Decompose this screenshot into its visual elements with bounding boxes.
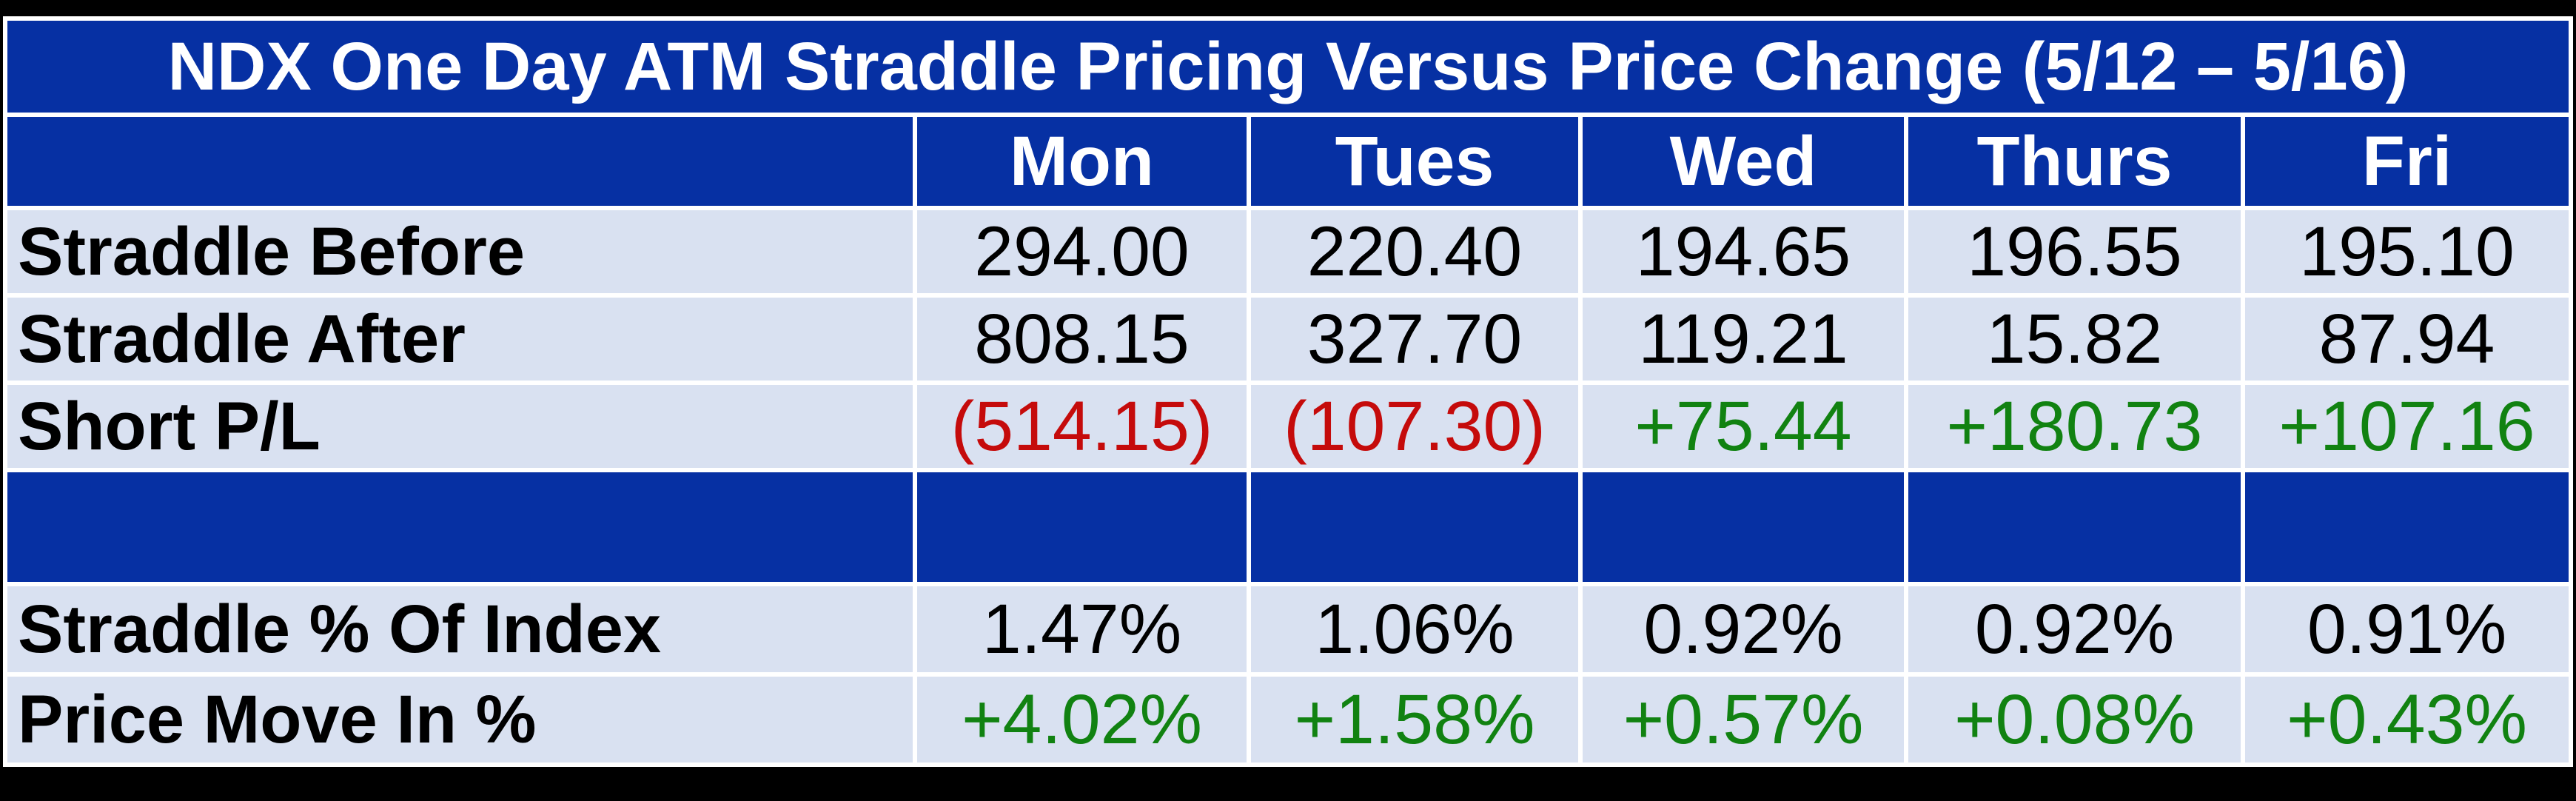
table-title: NDX One Day ATM Straddle Pricing Versus … bbox=[2, 16, 2574, 117]
value-straddle-before-wed: 194.65 bbox=[1578, 206, 1908, 298]
value-straddle-before-fri: 195.10 bbox=[2240, 206, 2574, 298]
header-row: Mon Tues Wed Thurs Fri bbox=[3, 113, 2574, 210]
value-straddle-after-mon: 808.15 bbox=[913, 293, 1251, 385]
table-row-short-pl: Short P/L (514.15) (107.30) +75.44 +180.… bbox=[3, 381, 2574, 472]
column-header-thurs: Thurs bbox=[1904, 113, 2245, 210]
table-row-straddle-pct-of-index: Straddle % Of Index 1.47% 1.06% 0.92% 0.… bbox=[3, 582, 2574, 677]
column-header-fri: Fri bbox=[2240, 113, 2574, 210]
spacer-cell bbox=[3, 468, 917, 586]
spacer-cell bbox=[2240, 468, 2574, 586]
value-straddle-after-wed: 119.21 bbox=[1578, 293, 1908, 385]
column-header-empty bbox=[3, 113, 917, 210]
spacer-row bbox=[3, 468, 2574, 586]
value-straddle-before-thurs: 196.55 bbox=[1904, 206, 2245, 298]
value-straddle-pct-thurs: 0.92% bbox=[1904, 582, 2245, 677]
table-row-price-move-pct: Price Move In % +4.02% +1.58% +0.57% +0.… bbox=[3, 672, 2574, 767]
value-price-move-mon: +4.02% bbox=[913, 672, 1251, 767]
value-straddle-after-fri: 87.94 bbox=[2240, 293, 2574, 385]
value-straddle-pct-mon: 1.47% bbox=[913, 582, 1251, 677]
table-row-straddle-after: Straddle After 808.15 327.70 119.21 15.8… bbox=[3, 293, 2574, 385]
value-straddle-pct-tues: 1.06% bbox=[1247, 582, 1583, 677]
table-row-straddle-before: Straddle Before 294.00 220.40 194.65 196… bbox=[3, 206, 2574, 298]
value-price-move-tues: +1.58% bbox=[1247, 672, 1583, 767]
straddle-pricing-table: NDX One Day ATM Straddle Pricing Versus … bbox=[2, 16, 2574, 767]
value-short-pl-fri: +107.16 bbox=[2240, 381, 2574, 472]
value-straddle-before-mon: 294.00 bbox=[913, 206, 1251, 298]
column-header-mon: Mon bbox=[913, 113, 1251, 210]
row-label-straddle-pct-of-index: Straddle % Of Index bbox=[3, 582, 917, 677]
column-header-wed: Wed bbox=[1578, 113, 1908, 210]
value-price-move-wed: +0.57% bbox=[1578, 672, 1908, 767]
spacer-cell bbox=[1904, 468, 2245, 586]
value-short-pl-wed: +75.44 bbox=[1578, 381, 1908, 472]
value-straddle-pct-wed: 0.92% bbox=[1578, 582, 1908, 677]
value-price-move-thurs: +0.08% bbox=[1904, 672, 2245, 767]
row-label-straddle-before: Straddle Before bbox=[3, 206, 917, 298]
value-short-pl-mon: (514.15) bbox=[913, 381, 1251, 472]
spacer-cell bbox=[1247, 468, 1583, 586]
spacer-cell bbox=[913, 468, 1251, 586]
row-label-price-move-pct: Price Move In % bbox=[3, 672, 917, 767]
value-price-move-fri: +0.43% bbox=[2240, 672, 2574, 767]
value-straddle-after-thurs: 15.82 bbox=[1904, 293, 2245, 385]
value-straddle-before-tues: 220.40 bbox=[1247, 206, 1583, 298]
title-row: NDX One Day ATM Straddle Pricing Versus … bbox=[2, 16, 2574, 117]
value-straddle-pct-fri: 0.91% bbox=[2240, 582, 2574, 677]
row-label-straddle-after: Straddle After bbox=[3, 293, 917, 385]
spacer-cell bbox=[1578, 468, 1908, 586]
column-header-tues: Tues bbox=[1247, 113, 1583, 210]
value-straddle-after-tues: 327.70 bbox=[1247, 293, 1583, 385]
value-short-pl-thurs: +180.73 bbox=[1904, 381, 2245, 472]
row-label-short-pl: Short P/L bbox=[3, 381, 917, 472]
value-short-pl-tues: (107.30) bbox=[1247, 381, 1583, 472]
